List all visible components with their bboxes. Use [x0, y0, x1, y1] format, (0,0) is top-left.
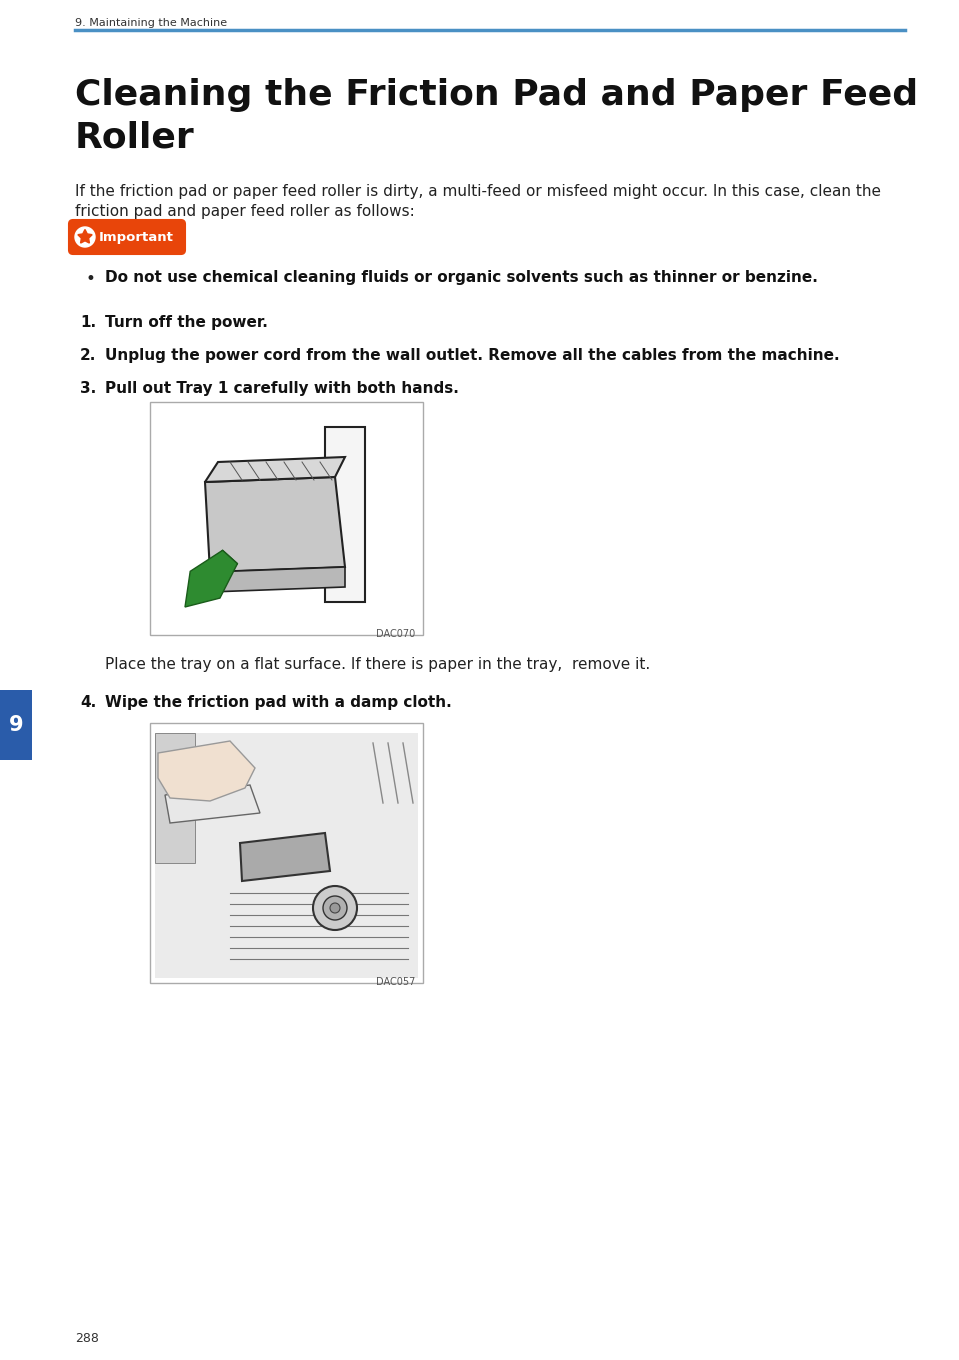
- Text: Important: Important: [99, 230, 174, 243]
- Text: Do not use chemical cleaning fluids or organic solvents such as thinner or benzi: Do not use chemical cleaning fluids or o…: [105, 271, 818, 286]
- Text: 288: 288: [75, 1331, 99, 1345]
- Bar: [155, 733, 195, 864]
- Text: Wipe the friction pad with a damp cloth.: Wipe the friction pad with a damp cloth.: [105, 695, 452, 710]
- Text: Cleaning the Friction Pad and Paper Feed: Cleaning the Friction Pad and Paper Feed: [75, 78, 918, 112]
- Text: Roller: Roller: [75, 120, 195, 154]
- Text: 3.: 3.: [80, 381, 96, 396]
- Text: Pull out Tray 1 carefully with both hands.: Pull out Tray 1 carefully with both hand…: [105, 381, 458, 396]
- Bar: [0, 690, 32, 760]
- Bar: [325, 427, 365, 602]
- Polygon shape: [210, 567, 345, 592]
- Text: Unplug the power cord from the wall outlet. Remove all the cables from the machi: Unplug the power cord from the wall outl…: [105, 348, 840, 363]
- Polygon shape: [158, 741, 255, 801]
- Circle shape: [323, 896, 347, 919]
- Circle shape: [313, 885, 357, 930]
- Circle shape: [75, 227, 95, 248]
- Text: DAC070: DAC070: [376, 628, 415, 639]
- Text: 2.: 2.: [80, 348, 96, 363]
- Polygon shape: [165, 785, 260, 823]
- Polygon shape: [198, 551, 238, 592]
- Polygon shape: [205, 457, 345, 481]
- Text: 4.: 4.: [80, 695, 96, 710]
- Text: Place the tray on a flat surface. If there is paper in the tray,  remove it.: Place the tray on a flat surface. If the…: [105, 657, 650, 672]
- Text: •: •: [85, 271, 95, 288]
- Text: 9: 9: [9, 715, 23, 734]
- Polygon shape: [185, 551, 238, 607]
- FancyBboxPatch shape: [69, 220, 185, 254]
- Text: Turn off the power.: Turn off the power.: [105, 316, 268, 330]
- Text: 1.: 1.: [80, 316, 96, 330]
- Text: DAC057: DAC057: [376, 976, 415, 987]
- Circle shape: [330, 903, 340, 913]
- Polygon shape: [205, 477, 345, 573]
- Text: If the friction pad or paper feed roller is dirty, a multi-feed or misfeed might: If the friction pad or paper feed roller…: [75, 184, 881, 199]
- Bar: [150, 403, 423, 635]
- Polygon shape: [155, 733, 418, 978]
- Polygon shape: [240, 832, 330, 881]
- Polygon shape: [78, 230, 92, 243]
- Text: 9. Maintaining the Machine: 9. Maintaining the Machine: [75, 18, 227, 29]
- Text: friction pad and paper feed roller as follows:: friction pad and paper feed roller as fo…: [75, 204, 414, 219]
- Bar: [150, 724, 423, 983]
